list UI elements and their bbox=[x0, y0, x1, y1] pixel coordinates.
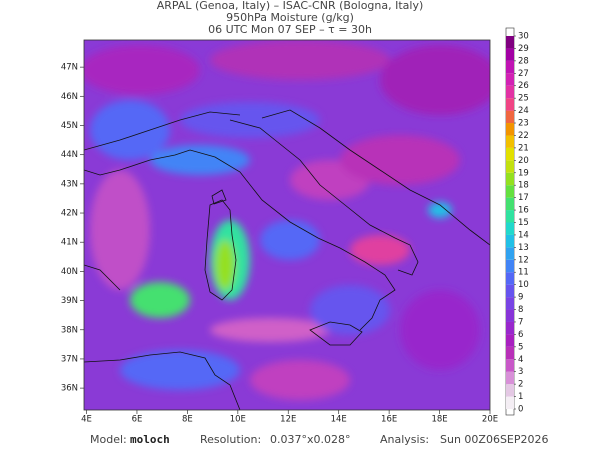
lat-tick-label: 36N bbox=[61, 384, 78, 394]
lon-tick-label: 20E bbox=[482, 415, 498, 425]
colorbar-segment bbox=[506, 321, 514, 335]
colorbar-segment bbox=[506, 73, 514, 86]
lat-tick-label: 39N bbox=[61, 296, 78, 306]
field-patches bbox=[84, 40, 490, 400]
colorbar-tick-label: 3 bbox=[518, 367, 523, 377]
colorbar-segment bbox=[506, 272, 514, 285]
colorbar-tick-label: 18 bbox=[518, 181, 529, 191]
lat-tick-label: 47N bbox=[61, 63, 78, 73]
lon-tick-label: 6E bbox=[132, 415, 143, 425]
colorbar-segment bbox=[506, 396, 514, 409]
colorbar-tick-label: 12 bbox=[518, 255, 529, 265]
lon-tick-label: 8E bbox=[182, 415, 193, 425]
header-line: 950hPa Moisture (g/kg) bbox=[226, 11, 354, 24]
lat-tick-label: 43N bbox=[61, 179, 78, 189]
lat-tick-label: 37N bbox=[61, 354, 78, 364]
colorbar-tick-label: 23 bbox=[518, 119, 529, 129]
colorbar-tick-label: 30 bbox=[518, 32, 529, 42]
colorbar-tick-label: 22 bbox=[518, 131, 529, 141]
footer-value: 0.037°x0.028° bbox=[270, 433, 351, 446]
colorbar-tick-label: 6 bbox=[518, 330, 523, 340]
colorbar-segment bbox=[506, 334, 514, 347]
colorbar-tick-label: 11 bbox=[518, 268, 529, 278]
lat-tick-label: 38N bbox=[61, 325, 78, 335]
colorbar-tick-label: 4 bbox=[518, 355, 523, 365]
colorbar-tick-label: 13 bbox=[518, 243, 529, 253]
colorbar-tick-label: 17 bbox=[518, 193, 529, 203]
footer-label: Analysis: bbox=[380, 433, 429, 446]
colorbar-tick-label: 26 bbox=[518, 81, 529, 91]
lon-tick-label: 4E bbox=[81, 415, 92, 425]
footer-value: moloch bbox=[130, 433, 170, 446]
colorbar-tick-label: 20 bbox=[518, 156, 529, 166]
colorbar-tick-label: 27 bbox=[518, 69, 529, 79]
colorbar-tick-label: 1 bbox=[518, 392, 523, 402]
colorbar-tick-label: 16 bbox=[518, 206, 529, 216]
footer-label: Model: bbox=[90, 433, 127, 446]
colorbar-tick-label: 10 bbox=[518, 280, 529, 290]
colorbar-segment bbox=[506, 284, 514, 298]
header-line: ARPAL (Genoa, Italy) – ISAC-CNR (Bologna… bbox=[157, 0, 424, 12]
colorbar-segment bbox=[506, 371, 514, 385]
colorbar-segment bbox=[506, 135, 514, 148]
colorbar-segment bbox=[506, 384, 514, 397]
colorbar-segment bbox=[506, 123, 514, 136]
colorbar-segment bbox=[506, 346, 514, 360]
lon-tick-label: 16E bbox=[381, 415, 397, 425]
colorbar-segment bbox=[506, 185, 514, 198]
coastlines bbox=[84, 109, 490, 410]
colorbar-segment bbox=[506, 172, 514, 186]
colorbar-segment bbox=[506, 60, 514, 74]
header-line: 06 UTC Mon 07 SEP – τ = 30h bbox=[208, 23, 372, 36]
colorbar-tick-label: 29 bbox=[518, 44, 529, 54]
lat-tick-label: 40N bbox=[61, 267, 78, 277]
lon-tick-label: 18E bbox=[431, 415, 447, 425]
colorbar-segment bbox=[506, 85, 514, 99]
lon-tick-label: 14E bbox=[331, 415, 347, 425]
colorbar-segment bbox=[506, 309, 514, 322]
colorbar-segment bbox=[506, 222, 514, 235]
lat-tick-label: 46N bbox=[61, 92, 78, 102]
colorbar-segment bbox=[506, 160, 514, 173]
footer-label: Resolution: bbox=[200, 433, 261, 446]
colorbar-tick-label: 21 bbox=[518, 143, 529, 153]
colorbar-tick-label: 5 bbox=[518, 342, 523, 352]
colorbar-segment bbox=[506, 197, 514, 211]
colorbar-segment bbox=[506, 259, 514, 273]
colorbar-tick-label: 9 bbox=[518, 293, 523, 303]
lon-tick-label: 10E bbox=[230, 415, 246, 425]
colorbar-segment bbox=[506, 247, 514, 260]
colorbar-tick-label: 15 bbox=[518, 218, 529, 228]
colorbar-tick-label: 7 bbox=[518, 317, 523, 327]
colorbar-segment bbox=[506, 359, 514, 372]
colorbar-tick-label: 28 bbox=[518, 56, 529, 66]
colorbar-segment bbox=[506, 98, 514, 111]
colorbar-tick-label: 19 bbox=[518, 168, 529, 178]
colorbar-segment bbox=[506, 147, 514, 161]
lat-tick-label: 45N bbox=[61, 121, 78, 131]
lat-tick-label: 41N bbox=[61, 238, 78, 248]
colorbar-segment bbox=[506, 36, 514, 49]
colorbar-tick-label: 24 bbox=[518, 106, 529, 116]
colorbar-segment bbox=[506, 234, 514, 248]
lon-tick-label: 12E bbox=[280, 415, 296, 425]
colorbar-segment bbox=[506, 48, 514, 61]
colorbar-tick-label: 8 bbox=[518, 305, 523, 315]
map-frame bbox=[83, 39, 491, 411]
colorbar-tick-label: 14 bbox=[518, 230, 529, 240]
lat-tick-label: 44N bbox=[61, 150, 78, 160]
colorbar-segment bbox=[506, 110, 514, 124]
colorbar-tick-label: 2 bbox=[518, 380, 523, 390]
colorbar-segment bbox=[506, 297, 514, 310]
lat-tick-label: 42N bbox=[61, 209, 78, 219]
colorbar-tick-label: 0 bbox=[518, 405, 523, 415]
colorbar-segment bbox=[506, 210, 514, 223]
moisture-field bbox=[84, 40, 490, 410]
footer-value: Sun 00Z06SEP2026 bbox=[440, 433, 549, 446]
colorbar-tick-label: 25 bbox=[518, 94, 529, 104]
